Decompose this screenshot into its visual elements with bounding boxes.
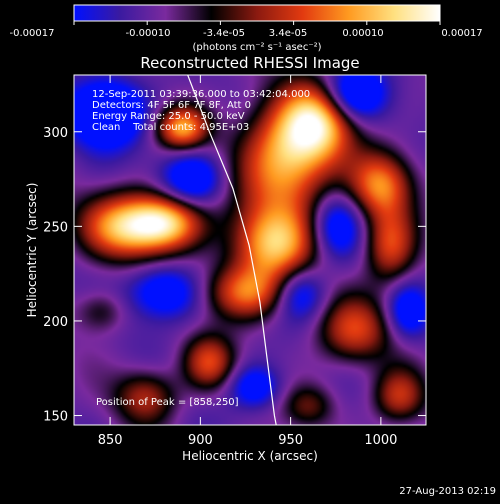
colorbar — [73, 4, 441, 22]
y-axis-title: Heliocentric Y (arcsec) — [25, 183, 39, 318]
plot-frame — [73, 74, 427, 426]
plot-area — [74, 75, 426, 425]
colorbar-tick-label: -0.00010 — [126, 28, 171, 39]
image-title: Reconstructed RHESSI Image — [140, 54, 359, 72]
x-tick-label: 950 — [278, 433, 303, 448]
time-range-annotation: 12-Sep-2011 03:39:36.000 to 03:42:04.000 — [92, 89, 310, 100]
y-tick-label: 300 — [43, 126, 68, 141]
detectors-annotation: Detectors: 4F 5F 6F 7F 8F, Att 0 — [92, 100, 251, 111]
colorbar-ticks: -0.00017 -0.00010 -3.4e-05 3.4e-05 0.00010 0.… — [10, 21, 483, 39]
colorbar-tick-label: 3.4e-05 — [269, 28, 307, 39]
y-tick-label: 150 — [43, 410, 68, 425]
x-axis-ticks: 850 900 950 1000 — [98, 75, 397, 448]
colorbar-tick-label: 0.00017 — [441, 28, 482, 39]
colorbar-tick-label: -0.00017 — [10, 28, 55, 39]
solar-limb-line — [187, 75, 277, 425]
y-axis-ticks: 150 200 250 300 — [43, 126, 426, 425]
x-axis-title: Heliocentric X (arcsec) — [182, 449, 318, 463]
peak-position-annotation: Position of Peak = [858,250] — [96, 397, 239, 408]
colorbar-tick-label: -3.4e-05 — [203, 28, 245, 39]
y-tick-label: 250 — [43, 220, 68, 235]
x-tick-label: 1000 — [364, 433, 397, 448]
x-tick-label: 900 — [188, 433, 213, 448]
colorbar-tick-label: 0.00010 — [342, 28, 383, 39]
footer-date: 27-Aug-2013 02:19 — [399, 486, 496, 497]
energy-range-annotation: Energy Range: 25.0 - 50.0 keV — [92, 111, 245, 122]
x-tick-label: 850 — [98, 433, 123, 448]
y-tick-label: 200 — [43, 315, 68, 330]
clean-totals-annotation: Clean Total counts: 4.95E+03 — [92, 122, 249, 133]
colorbar-unit-label: (photons cm⁻² s⁻¹ asec⁻²) — [192, 42, 321, 53]
